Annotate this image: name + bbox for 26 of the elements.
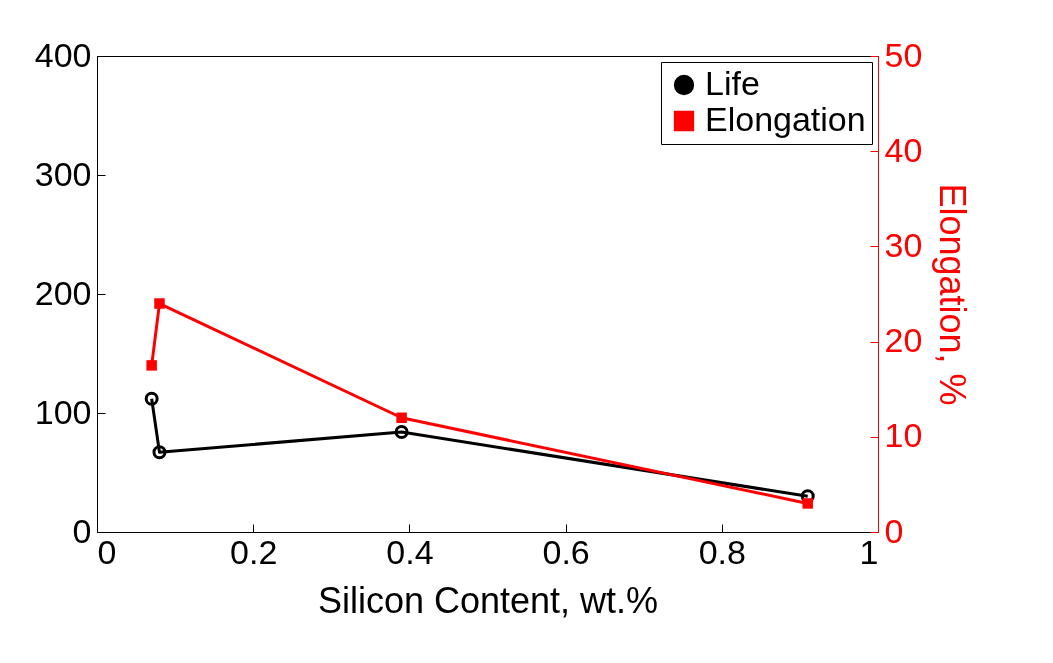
- x-tick-label: 0.4: [386, 532, 434, 571]
- point: [154, 298, 165, 309]
- x-axis-title: Silicon Content, wt.%: [317, 579, 659, 621]
- x-tick-label: 0.2: [230, 532, 278, 571]
- legend-label: Elongation: [705, 100, 866, 138]
- x-tick-label: 0.8: [698, 532, 746, 571]
- y2-tick-label: 30: [884, 225, 923, 264]
- point: [146, 360, 157, 371]
- y-tick-label: 300: [34, 154, 92, 193]
- x-tick-label: 0: [97, 532, 117, 571]
- legend-label: Life: [705, 64, 760, 102]
- y2-tick-label: 20: [884, 321, 923, 360]
- y2-tick-label: 40: [884, 130, 923, 169]
- x-tick-label: 1: [859, 532, 879, 571]
- y2-tick-label: 10: [884, 416, 923, 455]
- y2-tick-label: 50: [884, 35, 923, 74]
- point: [396, 412, 407, 423]
- y2-axis-title: Elongation, %: [932, 183, 974, 406]
- point: [802, 498, 813, 509]
- y-tick-label: 400: [34, 35, 92, 74]
- point: [394, 425, 409, 440]
- y-tick-label: 100: [34, 392, 92, 431]
- point: [152, 445, 167, 460]
- x-tick-label: 0.6: [542, 532, 590, 571]
- point: [144, 391, 159, 406]
- y-tick-label: 200: [34, 273, 92, 312]
